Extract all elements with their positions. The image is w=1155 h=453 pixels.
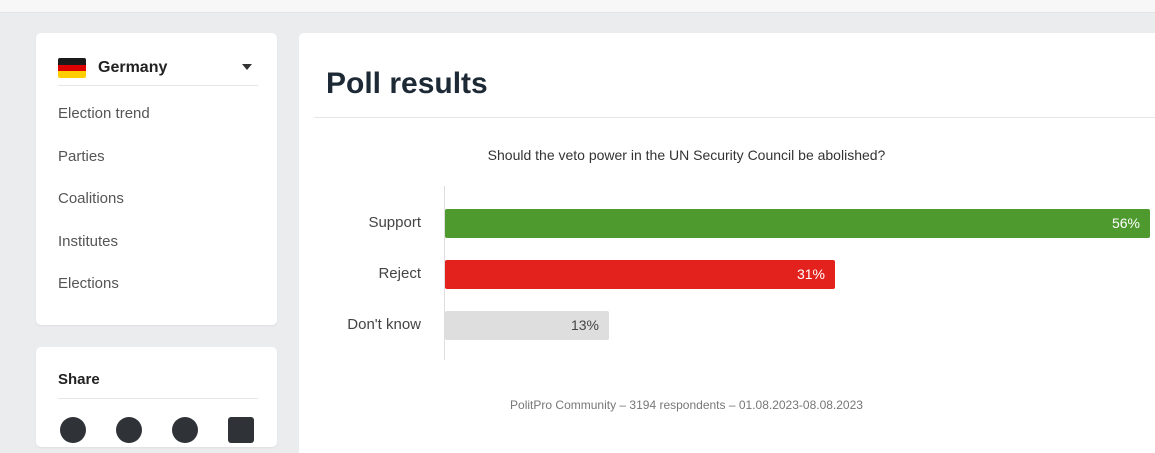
share-icons (60, 417, 254, 443)
reddit-icon[interactable] (172, 417, 198, 443)
country-select[interactable]: Germany (58, 51, 258, 86)
bar (445, 209, 1150, 238)
top-bar (0, 0, 1155, 13)
sidebar-card: Germany Election trend Parties Coalition… (36, 33, 277, 325)
poll-source: PolitPro Community – 3194 respondents – … (510, 398, 863, 412)
bar (445, 260, 835, 289)
data-label: 13% (570, 317, 599, 333)
data-label: 31% (796, 266, 825, 282)
data-label: 56% (1111, 215, 1140, 231)
y-axis-line (444, 186, 445, 360)
sidebar-item-coalitions[interactable]: Coalitions (58, 190, 124, 207)
sidebar-item-parties[interactable]: Parties (58, 147, 105, 165)
sidebar-item-elections[interactable]: Elections (58, 275, 119, 292)
germany-flag-icon (58, 58, 86, 78)
category-label: Don't know (347, 316, 421, 333)
page-title: Poll results (326, 67, 488, 100)
facebook-icon[interactable] (116, 417, 142, 443)
divider (58, 398, 258, 399)
chevron-down-icon (242, 64, 252, 70)
country-name: Germany (98, 59, 168, 76)
bar (445, 311, 609, 340)
sidebar-item-institutes[interactable]: Institutes (58, 232, 119, 250)
sidebar-nav: Election trend Parties Coalitions Instit… (58, 105, 150, 318)
twitter-icon[interactable] (60, 417, 86, 443)
poll-panel: Poll results Should the veto power in th… (299, 33, 1155, 453)
poll-question: Should the veto power in the UN Security… (487, 147, 886, 163)
category-label: Support (368, 214, 421, 231)
share-title: Share (58, 371, 100, 388)
sidebar-item-election-trend[interactable]: Election trend (58, 105, 150, 122)
divider (314, 117, 1155, 118)
share-card: Share (36, 347, 277, 447)
linkedin-icon[interactable] (228, 417, 254, 443)
category-label: Reject (378, 265, 421, 282)
